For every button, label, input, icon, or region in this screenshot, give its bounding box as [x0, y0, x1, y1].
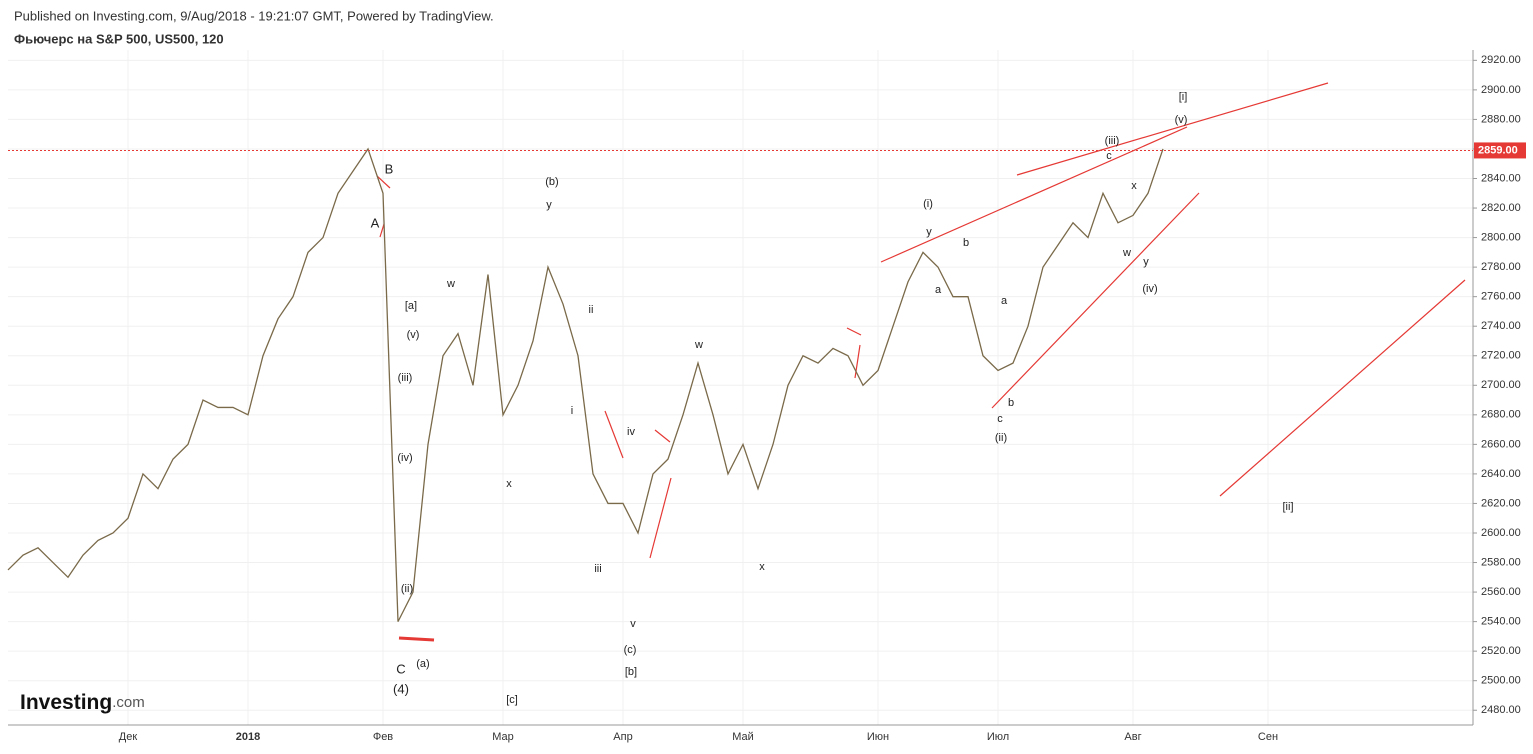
y-tick-label: 2580.00 [1481, 556, 1521, 568]
wave-label: b [963, 237, 969, 249]
wave-label: (iv) [397, 452, 412, 464]
wave-label: (4) [393, 681, 409, 696]
wave-label: c [997, 413, 1003, 425]
y-tick-label: 2520.00 [1481, 645, 1521, 657]
x-tick-label: 2018 [236, 731, 260, 743]
wave-label: y [926, 226, 932, 238]
trend-line [991, 192, 1200, 409]
y-tick-label: 2780.00 [1481, 261, 1521, 273]
wave-label: (b) [545, 176, 558, 188]
trend-line [880, 126, 1188, 263]
wave-label: C [396, 661, 405, 676]
y-tick-label: 2920.00 [1481, 54, 1521, 66]
wave-label: (ii) [995, 432, 1007, 444]
y-tick-label: 2660.00 [1481, 438, 1521, 450]
trend-line [604, 410, 624, 459]
y-tick-label: 2480.00 [1481, 704, 1521, 716]
trend-line [654, 429, 671, 443]
y-tick-label: 2640.00 [1481, 468, 1521, 480]
trend-line [649, 477, 672, 559]
wave-label: (v) [1175, 114, 1188, 126]
wave-label: [c] [506, 694, 518, 706]
wave-label: [b] [625, 666, 637, 678]
wave-label: [a] [405, 300, 417, 312]
y-tick-label: 2540.00 [1481, 616, 1521, 628]
logo: Investing.com [20, 691, 145, 714]
wave-label: B [385, 161, 394, 176]
x-tick-label: Фев [373, 731, 393, 743]
wave-label: w [446, 278, 455, 290]
wave-label: y [1143, 256, 1149, 268]
wave-label: x [1131, 180, 1137, 192]
last-price-label: 2859.00 [1478, 144, 1518, 156]
y-tick-label: 2700.00 [1481, 379, 1521, 391]
wave-label: i [571, 405, 573, 417]
logo-name: Investing [20, 691, 112, 714]
wave-label: y [546, 199, 552, 211]
trend-line [846, 327, 862, 336]
x-tick-label: Июл [987, 731, 1009, 743]
y-tick-label: 2840.00 [1481, 172, 1521, 184]
wave-label: (c) [624, 644, 637, 656]
x-tick-label: Май [732, 731, 754, 743]
wave-label: a [1001, 295, 1008, 307]
y-tick-label: 2500.00 [1481, 675, 1521, 687]
y-tick-label: 2560.00 [1481, 586, 1521, 598]
wave-label: (iii) [1105, 135, 1120, 147]
wave-label: [ii] [1283, 501, 1294, 513]
y-tick-label: 2800.00 [1481, 231, 1521, 243]
wave-label: ii [589, 304, 594, 316]
y-tick-label: 2740.00 [1481, 320, 1521, 332]
trend-line [1016, 82, 1329, 176]
wave-label: x [506, 478, 512, 490]
y-tick-label: 2880.00 [1481, 113, 1521, 125]
symbol: Фьючерс на S&P 500, US500, 120 [14, 31, 224, 46]
x-tick-label: Дек [119, 731, 138, 743]
wave-label: (iii) [398, 372, 413, 384]
last-price-box [1474, 142, 1526, 159]
wave-label: w [694, 339, 703, 351]
y-tick-label: 2760.00 [1481, 291, 1521, 303]
y-tick-label: 2720.00 [1481, 350, 1521, 362]
y-tick-label: 2900.00 [1481, 84, 1521, 96]
wave-label: x [759, 561, 765, 573]
y-tick-label: 2820.00 [1481, 202, 1521, 214]
y-tick-label: 2680.00 [1481, 409, 1521, 421]
overlay: 2480.00 2500.00 2520.00 2540.00 2560.00 2580.… [7, 54, 1526, 743]
x-tick-label: Мар [492, 731, 514, 743]
wave-label: (v) [407, 329, 420, 341]
wave-label: c [1106, 150, 1112, 162]
wave-label: iii [594, 563, 601, 575]
y-tick-label: 2600.00 [1481, 527, 1521, 539]
trend-line [379, 223, 385, 238]
wave-label: v [630, 618, 636, 630]
wave-lines [376, 82, 1466, 642]
x-tick-label: Июн [867, 731, 889, 743]
trend-line [398, 636, 435, 642]
trend-line [376, 175, 391, 189]
logo-suffix: .com [112, 694, 145, 711]
trend-line [1219, 279, 1466, 497]
wave-label: (a) [416, 658, 429, 670]
wave-label: b [1008, 397, 1014, 409]
x-tick-label: Апр [613, 731, 632, 743]
x-tick-label: Сен [1258, 731, 1278, 743]
wave-label: A [371, 215, 380, 230]
x-tick-label: Авг [1124, 731, 1141, 743]
wave-label: w [1122, 247, 1131, 259]
wave-label: (ii) [401, 583, 413, 595]
wave-label: a [935, 284, 942, 296]
price-line [7, 147, 1164, 622]
y-tick-label: 2620.00 [1481, 497, 1521, 509]
wave-label: (iv) [1142, 283, 1157, 295]
published: Published on Investing.com, 9/Aug/2018 -… [14, 8, 494, 23]
wave-label: iv [627, 426, 635, 438]
wave-label: (i) [923, 198, 933, 210]
wave-label: [i] [1179, 91, 1188, 103]
